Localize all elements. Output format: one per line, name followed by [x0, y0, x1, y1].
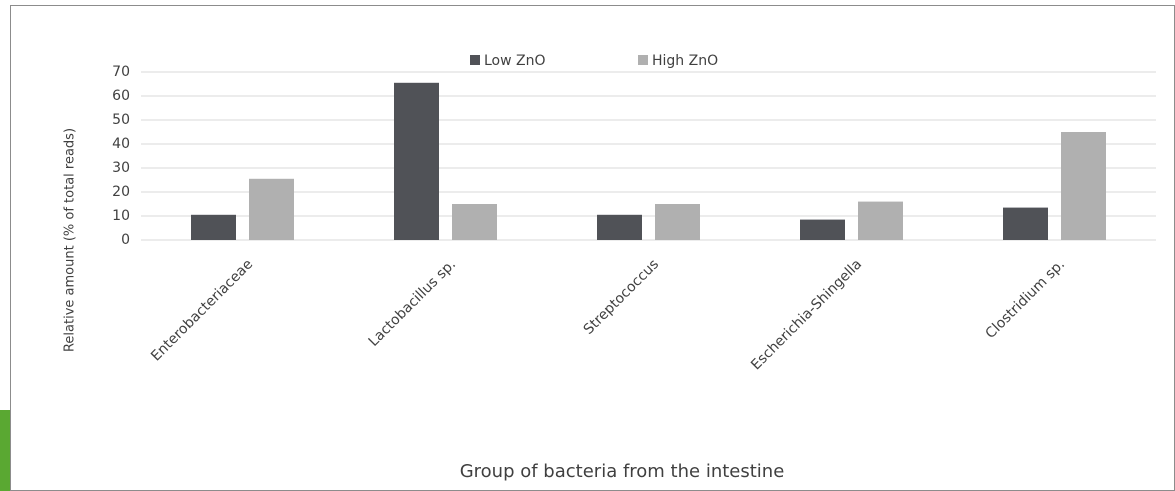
bar [800, 220, 845, 240]
bar [858, 202, 903, 240]
bar [1003, 208, 1048, 240]
x-axis-title: Group of bacteria from the intestine [460, 461, 785, 482]
bar [597, 215, 642, 240]
bar [452, 204, 497, 240]
legend-swatch [638, 55, 648, 65]
legend-swatch [470, 55, 480, 65]
chart: Relative amount (% of total reads) Group… [0, 0, 1175, 491]
y-tick-label: 20 [112, 184, 130, 200]
y-tick-label: 30 [112, 160, 130, 176]
y-tick-label: 10 [112, 208, 130, 224]
y-tick-label: 40 [112, 136, 130, 152]
bar [1061, 132, 1106, 240]
legend-label: Low ZnO [484, 53, 546, 69]
y-tick-label: 50 [112, 112, 130, 128]
y-tick-label: 60 [112, 88, 130, 104]
chart-frame [11, 6, 1175, 491]
bar [249, 179, 294, 240]
bar [191, 215, 236, 240]
legend-label: High ZnO [652, 53, 718, 69]
y-tick-label: 0 [121, 232, 130, 248]
y-tick-label: 70 [112, 64, 130, 80]
decoration [0, 410, 10, 491]
y-axis-title: Relative amount (% of total reads) [63, 128, 78, 352]
bar [394, 83, 439, 240]
page: {"chart_data": {"type": "bar", "categori… [0, 0, 1175, 491]
bar [655, 204, 700, 240]
